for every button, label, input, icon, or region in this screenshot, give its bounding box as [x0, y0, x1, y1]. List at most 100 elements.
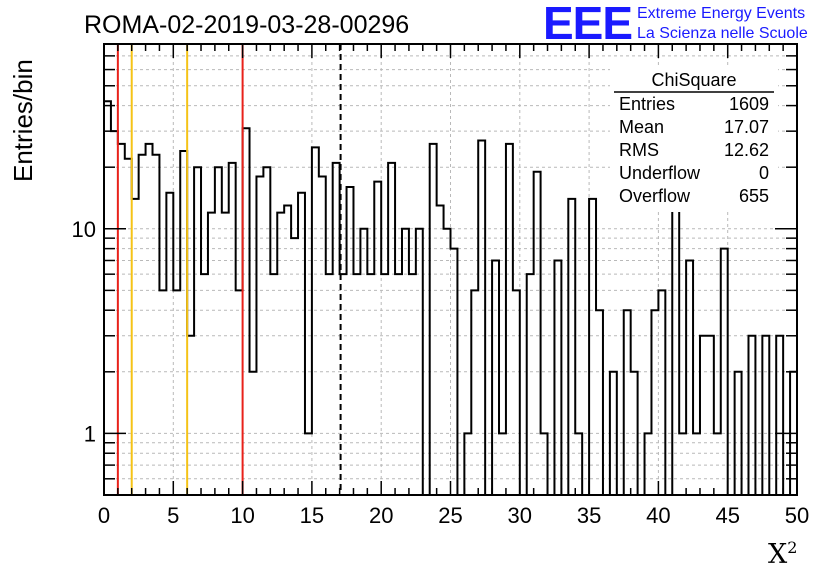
x-axis-label: X2 — [768, 538, 797, 570]
histogram-bin — [748, 336, 755, 495]
histogram-bin — [153, 155, 160, 495]
histogram-bin — [367, 274, 374, 495]
x-tick-label: 30 — [508, 503, 532, 528]
x-tick-label: 15 — [300, 503, 324, 528]
histogram-bin — [277, 213, 284, 495]
x-tick-label: 50 — [785, 503, 809, 528]
histogram-bin — [222, 213, 229, 495]
histogram — [104, 100, 798, 496]
histogram-bin — [229, 163, 236, 495]
histogram-bin — [430, 144, 437, 495]
histogram-bin — [651, 310, 658, 495]
stats-row-value: 17.07 — [724, 117, 769, 137]
histogram-bin — [395, 274, 402, 495]
histogram-bin — [139, 155, 146, 495]
histogram-bin — [284, 205, 291, 495]
histogram-bin — [374, 182, 381, 495]
histogram-bin — [437, 205, 444, 495]
histogram-bin — [416, 229, 423, 495]
histogram-bin — [568, 199, 575, 495]
histogram-bin — [513, 290, 520, 495]
histogram-bin — [319, 177, 326, 495]
histogram-bin — [714, 433, 721, 495]
histogram-bin — [146, 144, 153, 495]
histogram-bin — [256, 177, 263, 495]
histogram-bin — [291, 238, 298, 495]
y-axis-label: Entries/bin — [8, 59, 38, 182]
histogram-bin — [118, 144, 125, 495]
histogram-bin — [360, 229, 367, 495]
histogram-bin — [215, 167, 222, 495]
histogram-bin — [444, 229, 451, 495]
histogram-bin — [451, 249, 458, 495]
histogram-bin — [305, 433, 312, 495]
brand: EEE Extreme Energy Events La Scienza nel… — [543, 0, 833, 49]
histogram-bin — [631, 372, 638, 495]
x-tick-label: 10 — [230, 503, 254, 528]
x-tick-label: 0 — [98, 503, 110, 528]
histogram-bin — [159, 290, 166, 495]
histogram-bin — [492, 260, 499, 495]
histogram-bin — [672, 199, 679, 495]
histogram-bin — [693, 433, 700, 495]
histogram-bin — [333, 163, 340, 495]
x-tick-label: 20 — [369, 503, 393, 528]
histogram-bin — [776, 336, 783, 495]
stats-row-value: 0 — [759, 163, 769, 183]
x-tick-label: 25 — [438, 503, 462, 528]
histogram-bin — [541, 433, 548, 495]
histogram-bin — [236, 290, 243, 495]
histogram-bin — [187, 336, 194, 495]
histogram-bin — [388, 163, 395, 495]
histogram-bin — [624, 310, 631, 495]
histogram-bin — [194, 167, 201, 495]
histogram-bin — [347, 187, 354, 495]
eee-logo: EEE — [543, 0, 633, 49]
histogram-bin — [263, 167, 270, 495]
x-tick-label: 45 — [715, 503, 739, 528]
histogram-bin — [208, 213, 215, 495]
histogram-bin — [298, 193, 305, 495]
histogram-bin — [596, 310, 603, 495]
histogram-bin — [679, 433, 686, 495]
histogram-bin — [464, 433, 471, 495]
histogram-bin — [762, 336, 769, 495]
stats-box-bg — [610, 66, 778, 212]
x-tick-label: 5 — [167, 503, 179, 528]
histogram-bin — [499, 433, 506, 495]
y-tick-label: 1 — [84, 421, 96, 446]
histogram-bin — [180, 151, 187, 495]
stats-row-value: 12.62 — [724, 140, 769, 160]
x-tick-label: 35 — [577, 503, 601, 528]
stats-row-label: Mean — [619, 117, 664, 137]
histogram-bin — [201, 274, 208, 495]
histogram-bin — [589, 199, 596, 495]
chart-title: ROMA-02-2019-03-28-00296 — [84, 11, 410, 39]
stats-row-value: 655 — [739, 186, 769, 206]
x-tick-label: 40 — [646, 503, 670, 528]
axis-ticks: 0 5 10 15 20 25 30 35 40 45 50 1 10 — [72, 43, 809, 528]
brand-line-2: La Scienza nelle Scuole — [637, 25, 808, 42]
histogram-bin — [645, 433, 652, 495]
y-tick-label: 10 — [72, 217, 96, 242]
histogram-bin — [700, 336, 707, 495]
reference-lines — [116, 44, 342, 495]
histogram-bin — [132, 199, 139, 495]
histogram-bin — [111, 131, 118, 495]
histogram-bin — [173, 290, 180, 495]
histogram-bin — [658, 290, 665, 495]
stats-row-label: RMS — [619, 140, 659, 160]
histogram-bin — [166, 193, 173, 495]
histogram-bin — [707, 336, 714, 495]
stats-row-label: Overflow — [619, 186, 691, 206]
histogram-bin — [610, 372, 617, 495]
histogram-bin — [125, 159, 132, 495]
histogram-bin — [721, 249, 728, 495]
stats-row-label: Entries — [619, 94, 675, 114]
histogram-bin — [506, 144, 513, 495]
histogram-bin — [686, 260, 693, 495]
histogram-bin — [527, 274, 534, 495]
histogram-bin — [534, 172, 541, 495]
histogram-bin — [326, 274, 333, 495]
histogram-bin — [409, 274, 416, 495]
